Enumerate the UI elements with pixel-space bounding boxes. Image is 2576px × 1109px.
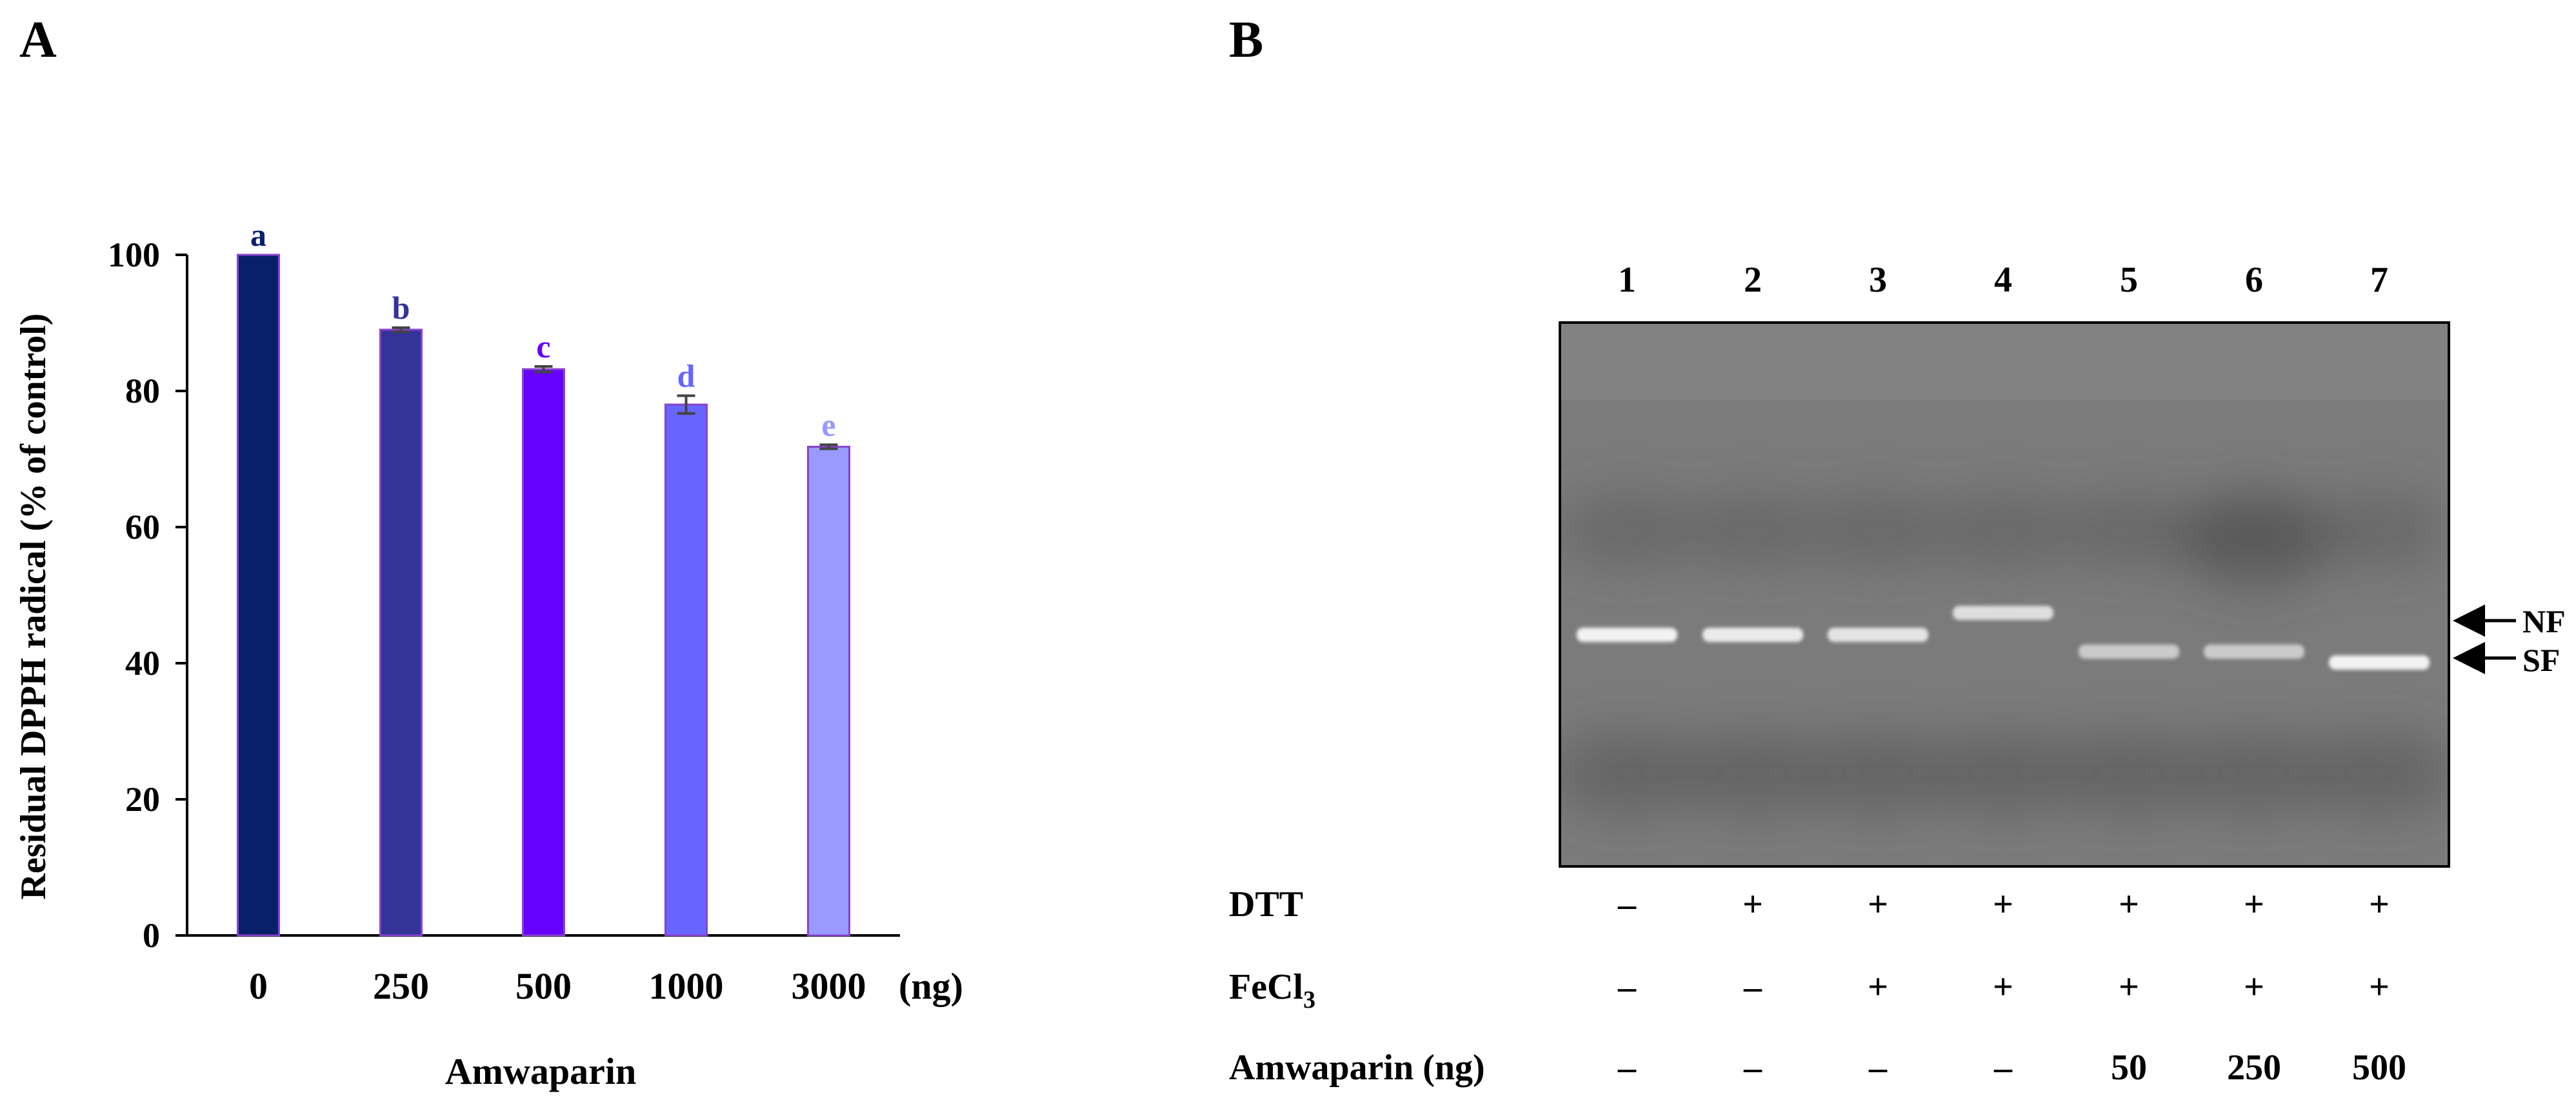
bar: [237, 254, 280, 937]
gel-band: [1953, 606, 2053, 620]
bar-chart: Residual DPPH radical (% of control) 0 20…: [14, 217, 963, 1092]
gel-band: [1702, 628, 1803, 642]
treatment-value: +: [2369, 967, 2390, 1007]
lane-number: 5: [2120, 260, 2138, 300]
x-tick-label: 500: [515, 965, 572, 1007]
gel-frame: [1559, 321, 2450, 868]
gel-band: [1577, 628, 1677, 642]
treatment-value: –: [1868, 1048, 1888, 1088]
treatment-value: +: [1993, 967, 2013, 1007]
treatment-value: –: [1743, 967, 1762, 1007]
treatment-subscript: 3: [1303, 986, 1315, 1014]
significance-letter: b: [392, 290, 410, 326]
lane-number: 1: [1618, 260, 1636, 300]
y-axis-label: Residual DPPH radical (% of control): [14, 314, 54, 900]
treatment-value: –: [1617, 967, 1637, 1007]
treatment-value: +: [2369, 884, 2390, 924]
bars: a b c d e: [237, 217, 850, 937]
treatment-value: +: [2119, 884, 2139, 924]
treatment-value: –: [1617, 884, 1637, 924]
nf-label: NF: [2522, 603, 2566, 639]
y-tick-label: 60: [125, 508, 160, 546]
lane-number: 4: [1994, 260, 2012, 300]
panel-b-label: B: [1229, 12, 1263, 68]
x-tick-label: 1000: [649, 965, 724, 1007]
treatment-label: FeCl3: [1229, 967, 1315, 1014]
treatment-value: +: [1993, 884, 2013, 924]
y-ticks: 0 20 40 60 80 100: [108, 235, 187, 955]
treatment-value: 50: [2111, 1048, 2147, 1088]
treatment-value: 250: [2227, 1048, 2281, 1088]
treatment-value: +: [2244, 967, 2264, 1007]
treatment-value: +: [1868, 967, 1888, 1007]
x-axis-unit: (ng): [899, 965, 963, 1007]
treatment-value: +: [1742, 884, 1763, 924]
x-tick-label: 3000: [792, 965, 866, 1007]
significance-letter: d: [677, 357, 695, 394]
y-tick-label: 0: [143, 916, 160, 955]
y-tick-label: 80: [125, 372, 160, 410]
lane-number: 6: [2245, 260, 2263, 300]
lane-number: 2: [1744, 260, 1762, 300]
treatment-label: Amwaparin (ng): [1229, 1048, 1485, 1088]
significance-letter: a: [250, 217, 266, 253]
treatment-value: 500: [2352, 1048, 2406, 1088]
panel-a-label: A: [19, 12, 57, 68]
gel-band: [1828, 628, 1928, 642]
x-tick-label: 250: [373, 965, 429, 1007]
bar: [807, 446, 850, 937]
treatment-label: DTT: [1229, 884, 1303, 924]
significance-letter: e: [821, 406, 835, 443]
bar: [379, 328, 423, 937]
y-tick-label: 40: [125, 644, 160, 683]
sf-label: SF: [2522, 642, 2560, 678]
treatment-value: –: [1743, 1048, 1762, 1088]
significance-letter: c: [536, 328, 550, 365]
treatment-name: Amwaparin (ng): [1229, 1048, 1485, 1088]
treatment-table: DTT – + + + + + + FeCl3 – – + + + + + Amwaparin (ng) – – – –…: [1229, 884, 2406, 1088]
gel-band: [2079, 644, 2179, 659]
lane-number: 3: [1869, 260, 1887, 300]
x-ticks: 0 250 500 1000 3000: [249, 965, 866, 1007]
treatment-value: +: [1868, 884, 1888, 924]
gel-band: [2204, 644, 2304, 659]
lane-number: 7: [2370, 260, 2388, 300]
gel-background: [1560, 323, 2449, 813]
treatment-value: –: [1617, 1048, 1637, 1088]
y-tick-label: 100: [108, 235, 160, 274]
x-tick-label: 0: [249, 965, 268, 1007]
lane-numbers: 1 2 3 4 5 6 7: [1618, 260, 2388, 300]
bar: [664, 403, 708, 937]
treatment-name: DTT: [1229, 884, 1303, 924]
gel-band: [2329, 655, 2430, 670]
treatment-value: +: [2119, 967, 2139, 1007]
treatment-name: FeCl: [1229, 967, 1303, 1007]
treatment-value: –: [1993, 1048, 2013, 1088]
y-tick-label: 20: [125, 780, 160, 819]
treatment-value: +: [2244, 884, 2264, 924]
x-axis-label: Amwaparin: [445, 1050, 636, 1092]
bar: [522, 368, 565, 937]
